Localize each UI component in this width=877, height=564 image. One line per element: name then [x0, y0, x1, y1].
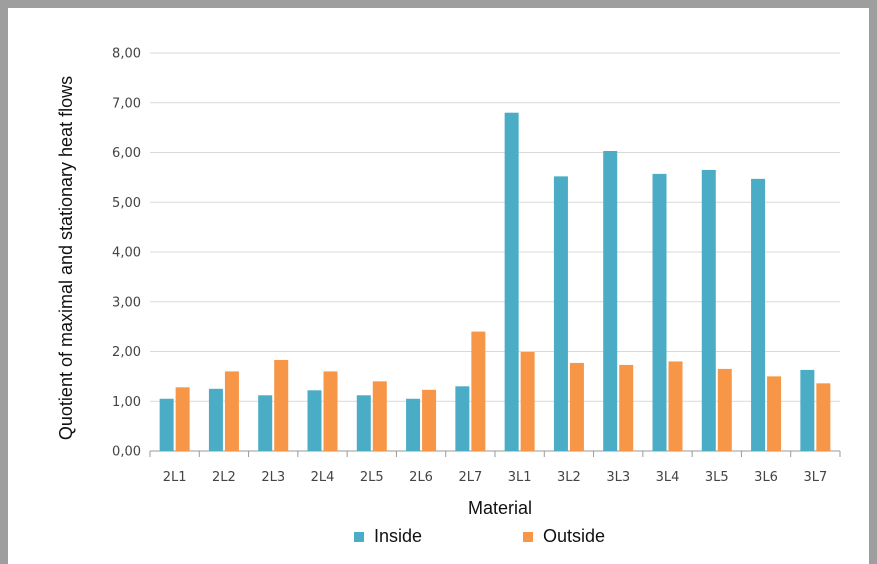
bar-inside-3l7 — [800, 369, 815, 451]
bar-inside-2l6 — [406, 398, 421, 451]
bar-inside-3l3 — [603, 151, 618, 451]
bar-outside-3l5 — [717, 368, 732, 451]
y-tick-label: 1,00 — [112, 395, 141, 410]
bar-inside-3l1 — [504, 112, 519, 451]
bar-inside-2l5 — [356, 395, 371, 451]
x-tick-label: 2L7 — [458, 470, 482, 485]
bar-outside-2l2 — [224, 371, 239, 451]
bar-outside-3l6 — [767, 376, 782, 451]
bar-outside-2l4 — [323, 371, 338, 451]
x-tick-label: 2L1 — [163, 470, 187, 485]
y-tick-label: 8,00 — [112, 47, 141, 62]
gridlines — [149, 52, 841, 457]
x-tick-label: 2L5 — [360, 470, 384, 485]
x-tick-label: 2L3 — [261, 470, 285, 485]
bar-inside-2l7 — [455, 386, 470, 451]
y-tick-label: 2,00 — [112, 345, 141, 360]
bar-outside-2l3 — [274, 359, 289, 451]
x-axis-title: Material — [468, 498, 532, 518]
x-tick-label: 3L7 — [803, 470, 827, 485]
bar-outside-2l1 — [175, 387, 190, 451]
legend: Inside Outside — [354, 526, 605, 546]
bar-outside-2l6 — [422, 389, 437, 451]
x-tick-label: 2L6 — [409, 470, 433, 485]
bar-inside-2l1 — [159, 398, 174, 451]
legend-label-outside: Outside — [543, 526, 605, 546]
x-tick-label: 3L4 — [656, 470, 680, 485]
legend-swatch-inside — [354, 532, 364, 542]
bar-outside-3l2 — [569, 362, 584, 451]
x-tick-label: 3L3 — [606, 470, 630, 485]
x-tick-label: 2L2 — [212, 470, 236, 485]
bar-outside-3l3 — [619, 364, 634, 451]
bar-outside-2l5 — [372, 381, 387, 451]
bar-inside-2l4 — [307, 390, 322, 451]
y-tick-labels: 0,00 1,00 2,00 3,00 4,00 5,00 6,00 7,00 8,00 — [112, 47, 141, 460]
bar-inside-3l5 — [701, 169, 716, 451]
bar-inside-3l4 — [652, 173, 667, 451]
y-tick-label: 0,00 — [112, 445, 141, 460]
y-tick-label: 3,00 — [112, 295, 141, 310]
bar-outside-3l1 — [520, 351, 535, 451]
bar-outside-3l7 — [816, 383, 831, 451]
x-tick-label: 3L5 — [705, 470, 729, 485]
y-tick-label: 6,00 — [112, 146, 141, 161]
legend-swatch-outside — [523, 532, 533, 542]
bar-outside-3l4 — [668, 361, 683, 451]
bar-outside-2l7 — [471, 331, 486, 451]
y-tick-label: 5,00 — [112, 196, 141, 211]
x-tick-label: 3L2 — [557, 470, 581, 485]
x-tick-label: 3L6 — [754, 470, 778, 485]
legend-label-inside: Inside — [374, 526, 422, 546]
bar-inside-2l3 — [258, 395, 273, 451]
y-tick-label: 7,00 — [112, 96, 141, 111]
bar-inside-2l2 — [208, 388, 223, 451]
x-tick-label: 3L1 — [508, 470, 532, 485]
y-tick-label: 4,00 — [112, 246, 141, 261]
x-tick-label: 2L4 — [311, 470, 335, 485]
bar-inside-3l6 — [751, 178, 766, 451]
y-axis-title: Quotient of maximal and stationary heat … — [56, 76, 76, 440]
bars — [159, 112, 831, 451]
x-tick-labels: 2L1 2L2 2L3 2L4 2L5 2L6 2L7 3L1 3L2 3L3 3L4 3L5 3L6 3… — [163, 470, 828, 485]
bar-inside-3l2 — [553, 176, 568, 451]
